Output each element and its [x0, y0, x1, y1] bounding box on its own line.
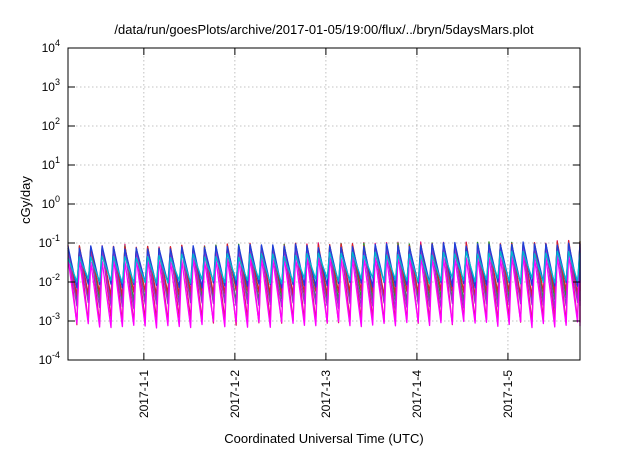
- data-series-group: [67, 239, 581, 329]
- y-tick-base: 10: [42, 41, 56, 55]
- y-tick-base: 10: [42, 119, 56, 133]
- y-tick-label: 10-4: [39, 350, 60, 367]
- x-tick-label: 2017-1-4: [410, 370, 424, 418]
- x-tick-label: 2017-1-5: [501, 370, 515, 418]
- y-tick-label: 104: [42, 38, 60, 55]
- y-tick-label: 10-2: [39, 272, 60, 289]
- y-tick-exponent: 4: [55, 38, 60, 48]
- y-tick-label: 10-3: [39, 311, 60, 328]
- y-tick-exponent: 0: [55, 194, 60, 204]
- y-tick-exponent: -4: [52, 350, 60, 360]
- y-tick-label: 10-1: [39, 233, 60, 250]
- y-tick-label: 100: [42, 194, 60, 211]
- x-tick-label: 2017-1-1: [137, 370, 151, 418]
- y-tick-label: 101: [42, 155, 60, 172]
- y-tick-base: 10: [39, 236, 53, 250]
- plot-frame: [67, 47, 581, 361]
- x-tick-label: 2017-1-2: [228, 370, 242, 418]
- x-axis-label: Coordinated Universal Time (UTC): [224, 431, 423, 446]
- y-tick-exponent: 2: [55, 116, 60, 126]
- y-tick-base: 10: [42, 158, 56, 172]
- y-tick-exponent: -2: [52, 272, 60, 282]
- y-tick-base: 10: [42, 197, 56, 211]
- y-tick-exponent: -1: [52, 233, 60, 243]
- y-axis-label: cGy/day: [18, 176, 33, 224]
- y-tick-base: 10: [39, 314, 53, 328]
- data-series-line: [67, 250, 581, 285]
- y-tick-base: 10: [42, 80, 56, 94]
- chart-title: /data/run/goesPlots/archive/2017-01-05/1…: [114, 22, 534, 37]
- x-tick-label: 2017-1-3: [319, 370, 333, 418]
- y-tick-label: 102: [42, 116, 60, 133]
- y-tick-base: 10: [39, 275, 53, 289]
- y-tick-exponent: 3: [55, 77, 60, 87]
- y-tick-exponent: -3: [52, 311, 60, 321]
- data-series-line: [67, 253, 581, 329]
- y-tick-label: 103: [42, 77, 60, 94]
- y-tick-exponent: 1: [55, 155, 60, 165]
- y-tick-base: 10: [39, 353, 53, 367]
